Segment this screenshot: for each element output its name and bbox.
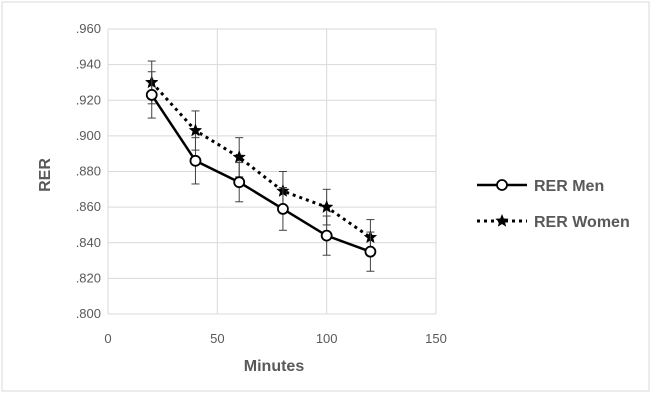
series-layer [144, 60, 378, 272]
y-tick-label: .860 [76, 199, 101, 214]
gridlines [107, 28, 437, 315]
y-tick-label: .920 [76, 92, 101, 107]
legend: RER Men RER Women [477, 178, 630, 231]
y-tick-label: .960 [76, 21, 101, 36]
series-men [145, 71, 377, 272]
data-point [319, 199, 334, 213]
y-tick-label: .800 [76, 306, 101, 321]
data-point [145, 89, 158, 101]
legend-men-label: RER Men [534, 178, 604, 195]
data-point [364, 245, 377, 258]
data-point [277, 203, 289, 215]
y-tick-label: .840 [76, 235, 101, 250]
tick-labels: .800 .820 .840 .860 .880 .900 .920 .940 .960 0 50 1… [76, 21, 447, 346]
y-tick-label: .880 [76, 164, 101, 179]
y-tick-label: .820 [76, 270, 101, 285]
y-axis-title: RER [37, 158, 54, 192]
data-point [320, 229, 333, 242]
y-tick-label: .900 [76, 128, 101, 143]
y-tick-label: .940 [76, 57, 101, 72]
series-line [150, 94, 371, 253]
x-axis-title: Minutes [244, 358, 305, 375]
x-tick-label: 100 [316, 331, 338, 346]
chart-border [1, 1, 650, 392]
legend-men-marker [496, 179, 508, 191]
x-tick-label: 0 [104, 331, 111, 346]
legend-item-men: RER Men [477, 178, 604, 195]
data-point [232, 150, 247, 164]
star-icon [495, 213, 509, 227]
x-tick-label: 50 [210, 331, 224, 346]
data-point [188, 123, 203, 137]
legend-item-women: RER Women [477, 213, 630, 231]
x-tick-label: 150 [425, 331, 447, 346]
legend-women-label: RER Women [534, 214, 630, 231]
data-point [233, 176, 246, 189]
data-point [189, 154, 202, 167]
legend-women-marker [495, 213, 509, 227]
